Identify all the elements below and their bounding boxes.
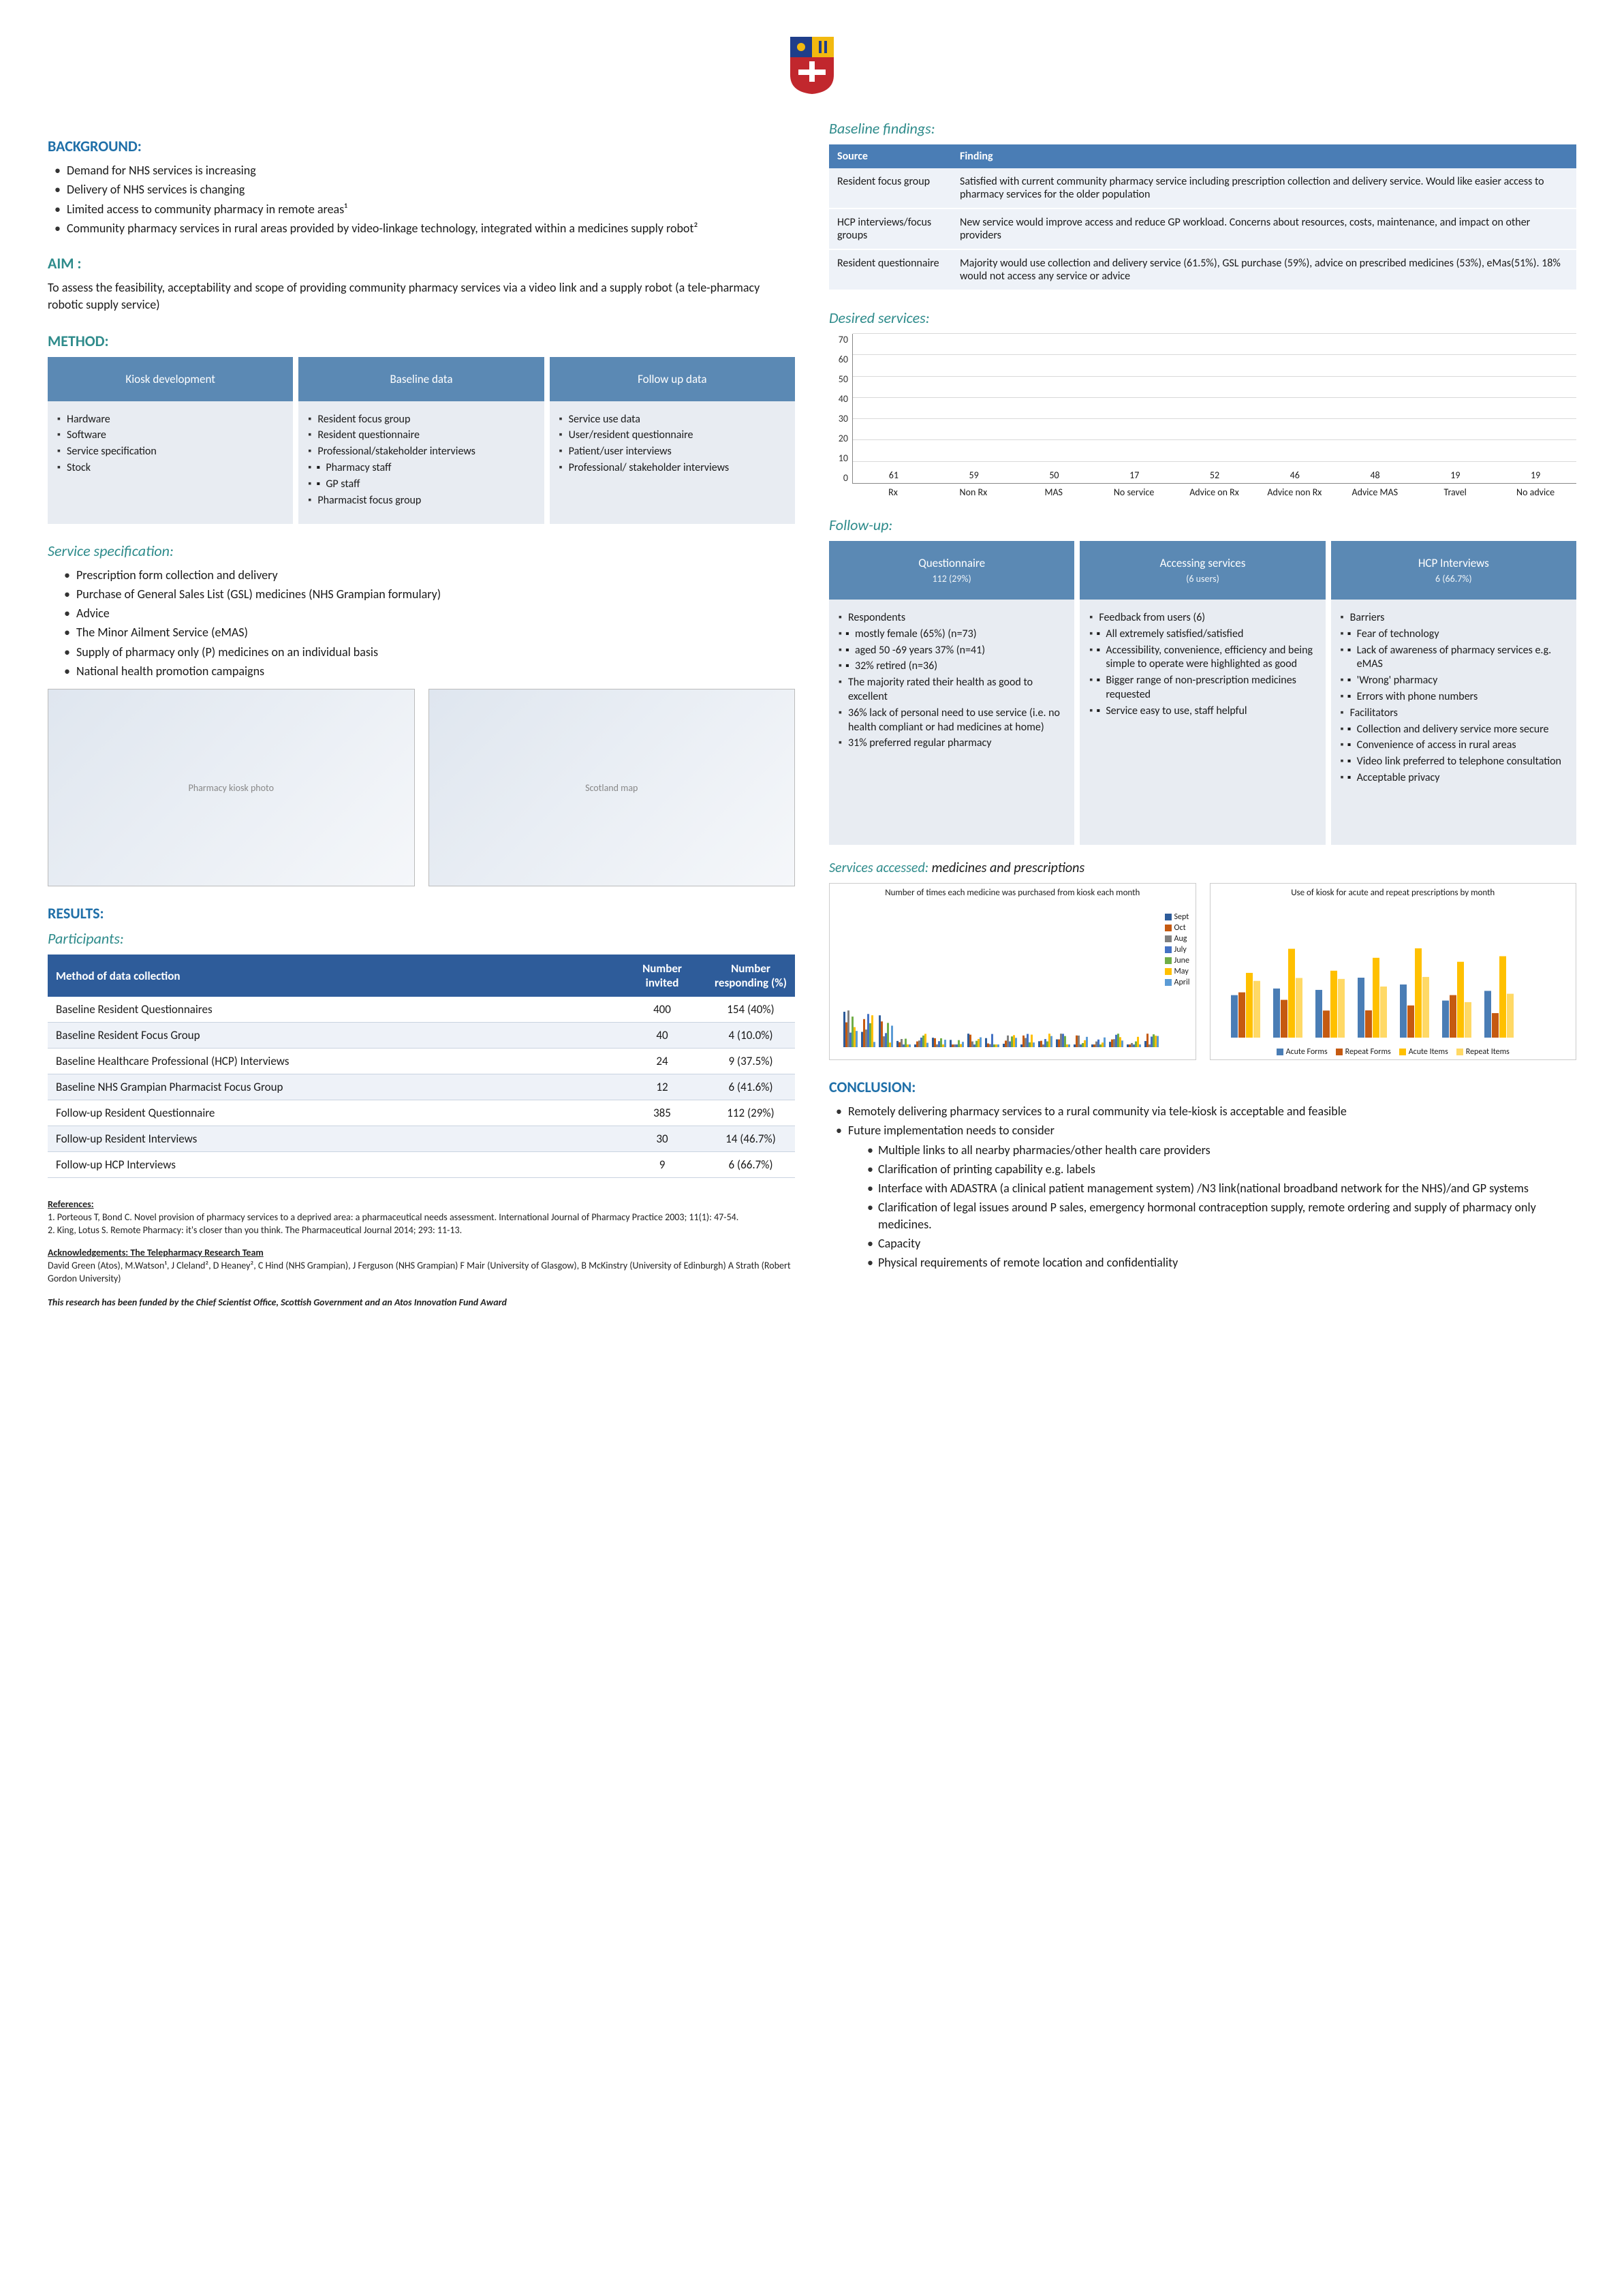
service-spec-item: Advice <box>61 605 795 621</box>
method-box-head: Kiosk development <box>48 357 293 401</box>
ack-text: David Green (Atos), M.Watson¹, J Cleland… <box>48 1260 795 1286</box>
table-row: Resident focus groupSatisfied with curre… <box>829 168 1576 208</box>
table-row: Follow-up Resident Questionnaire385112 (… <box>48 1100 795 1126</box>
method-box-body: Resident focus groupResident questionnai… <box>298 401 544 524</box>
method-box-body: HardwareSoftwareService specificationSto… <box>48 401 293 524</box>
background-item: Community pharmacy services in rural are… <box>52 220 795 236</box>
table-row: Follow-up Resident Interviews3014 (46.7%… <box>48 1126 795 1152</box>
services-accessed-head: Services accessed: medicines and prescri… <box>829 860 1576 876</box>
background-item: Delivery of NHS services is changing <box>52 181 795 198</box>
footnotes: References: 1. Porteous T, Bond C. Novel… <box>48 1198 795 1309</box>
method-box: Kiosk developmentHardwareSoftwareService… <box>48 357 293 524</box>
scotland-map: Scotland map <box>428 689 796 886</box>
table-row: Baseline Resident Focus Group404 (10.0%) <box>48 1023 795 1049</box>
method-box-body: Service use dataUser/resident questionna… <box>550 401 795 524</box>
table-row: HCP interviews/focus groupsNew service w… <box>829 208 1576 249</box>
baseline-findings-head: Baseline findings: <box>829 119 1576 138</box>
followup-box-head: HCP Interviews6 (66.7%) <box>1331 541 1576 600</box>
participants-table: Method of data collectionNumber invitedN… <box>48 955 795 1178</box>
aim-head: AIM : <box>48 254 795 273</box>
service-spec-item: National health promotion campaigns <box>61 663 795 679</box>
image-row: Pharmacy kiosk photo Scotland map <box>48 689 795 886</box>
crest-logo <box>48 34 1576 99</box>
conclusion-subitem: Physical requirements of remote location… <box>856 1254 1576 1271</box>
service-spec-head: Service specification: <box>48 542 795 560</box>
conclusion-subitem: Multiple links to all nearby pharmacies/… <box>856 1142 1576 1158</box>
funding-text: This research has been funded by the Chi… <box>48 1297 795 1309</box>
conclusion-item: Future implementation needs to consider <box>833 1122 1576 1138</box>
followup-head: Follow-up: <box>829 516 1576 534</box>
method-boxes: Kiosk developmentHardwareSoftwareService… <box>48 357 795 524</box>
aim-text: To assess the feasibility, acceptability… <box>48 279 795 313</box>
service-spec-item: The Minor Ailment Service (eMAS) <box>61 624 795 640</box>
table-row: Baseline NHS Grampian Pharmacist Focus G… <box>48 1074 795 1100</box>
followup-box: Accessing services(6 users)Feedback from… <box>1080 541 1325 845</box>
table-row: Follow-up HCP Interviews96 (66.7%) <box>48 1152 795 1178</box>
background-item: Limited access to community pharmacy in … <box>52 201 795 217</box>
followup-box-head: Accessing services(6 users) <box>1080 541 1325 600</box>
conclusion-subitem: Capacity <box>856 1235 1576 1252</box>
followup-boxes: Questionnaire112 (29%)Respondents▪mostly… <box>829 541 1576 845</box>
table-row: Resident questionnaireMajority would use… <box>829 249 1576 290</box>
service-spec-item: Supply of pharmacy only (P) medicines on… <box>61 644 795 660</box>
service-spec-item: Purchase of General Sales List (GSL) med… <box>61 586 795 602</box>
conclusion-subitem: Clarification of printing capability e.g… <box>856 1161 1576 1177</box>
table-row: Baseline Resident Questionnaires400154 (… <box>48 997 795 1023</box>
conclusion-subitem: Clarification of legal issues around P s… <box>856 1199 1576 1232</box>
left-column: BACKGROUND: Demand for NHS services is i… <box>48 119 795 1309</box>
mini-charts-row: Number of times each medicine was purcha… <box>829 883 1576 1060</box>
method-box-head: Baseline data <box>298 357 544 401</box>
conclusion-head: CONCLUSION: <box>829 1078 1576 1096</box>
results-head: RESULTS: <box>48 904 795 922</box>
service-spec-list: Prescription form collection and deliver… <box>48 567 795 680</box>
references-head: References: <box>48 1198 795 1211</box>
background-item: Demand for NHS services is increasing <box>52 162 795 179</box>
desired-services-chart: 010203040506070 615950175246481919 <box>829 334 1576 484</box>
findings-table: SourceFindingResident focus groupSatisfi… <box>829 144 1576 291</box>
method-box: Baseline dataResident focus groupResiden… <box>298 357 544 524</box>
right-column: Baseline findings: SourceFindingResident… <box>829 119 1576 1309</box>
method-box: Follow up dataService use dataUser/resid… <box>550 357 795 524</box>
mini-chart-prescriptions: Use of kiosk for acute and repeat prescr… <box>1210 883 1577 1060</box>
ack-head: Acknowledgements: The Telepharmacy Resea… <box>48 1247 795 1260</box>
mini-chart-purchases: Number of times each medicine was purcha… <box>829 883 1196 1060</box>
reference-item: 1. Porteous T, Bond C. Novel provision o… <box>48 1211 795 1224</box>
reference-item: 2. King, Lotus S. Remote Pharmacy: it's … <box>48 1224 795 1237</box>
method-box-head: Follow up data <box>550 357 795 401</box>
table-row: Baseline Healthcare Professional (HCP) I… <box>48 1049 795 1074</box>
kiosk-photo: Pharmacy kiosk photo <box>48 689 415 886</box>
followup-box: Questionnaire112 (29%)Respondents▪mostly… <box>829 541 1074 845</box>
method-head: METHOD: <box>48 332 795 350</box>
conclusion-list: Remotely delivering pharmacy services to… <box>829 1103 1576 1139</box>
conclusion-subitem: Interface with ADASTRA (a clinical patie… <box>856 1180 1576 1196</box>
participants-head: Participants: <box>48 929 795 948</box>
conclusion-item: Remotely delivering pharmacy services to… <box>833 1103 1576 1119</box>
service-spec-item: Prescription form collection and deliver… <box>61 567 795 583</box>
followup-box: HCP Interviews6 (66.7%)Barriers▪Fear of … <box>1331 541 1576 845</box>
desired-services-head: Desired services: <box>829 309 1576 327</box>
followup-box-head: Questionnaire112 (29%) <box>829 541 1074 600</box>
conclusion-sublist: Multiple links to all nearby pharmacies/… <box>829 1142 1576 1271</box>
background-list: Demand for NHS services is increasing Del… <box>48 162 795 236</box>
background-head: BACKGROUND: <box>48 137 795 155</box>
